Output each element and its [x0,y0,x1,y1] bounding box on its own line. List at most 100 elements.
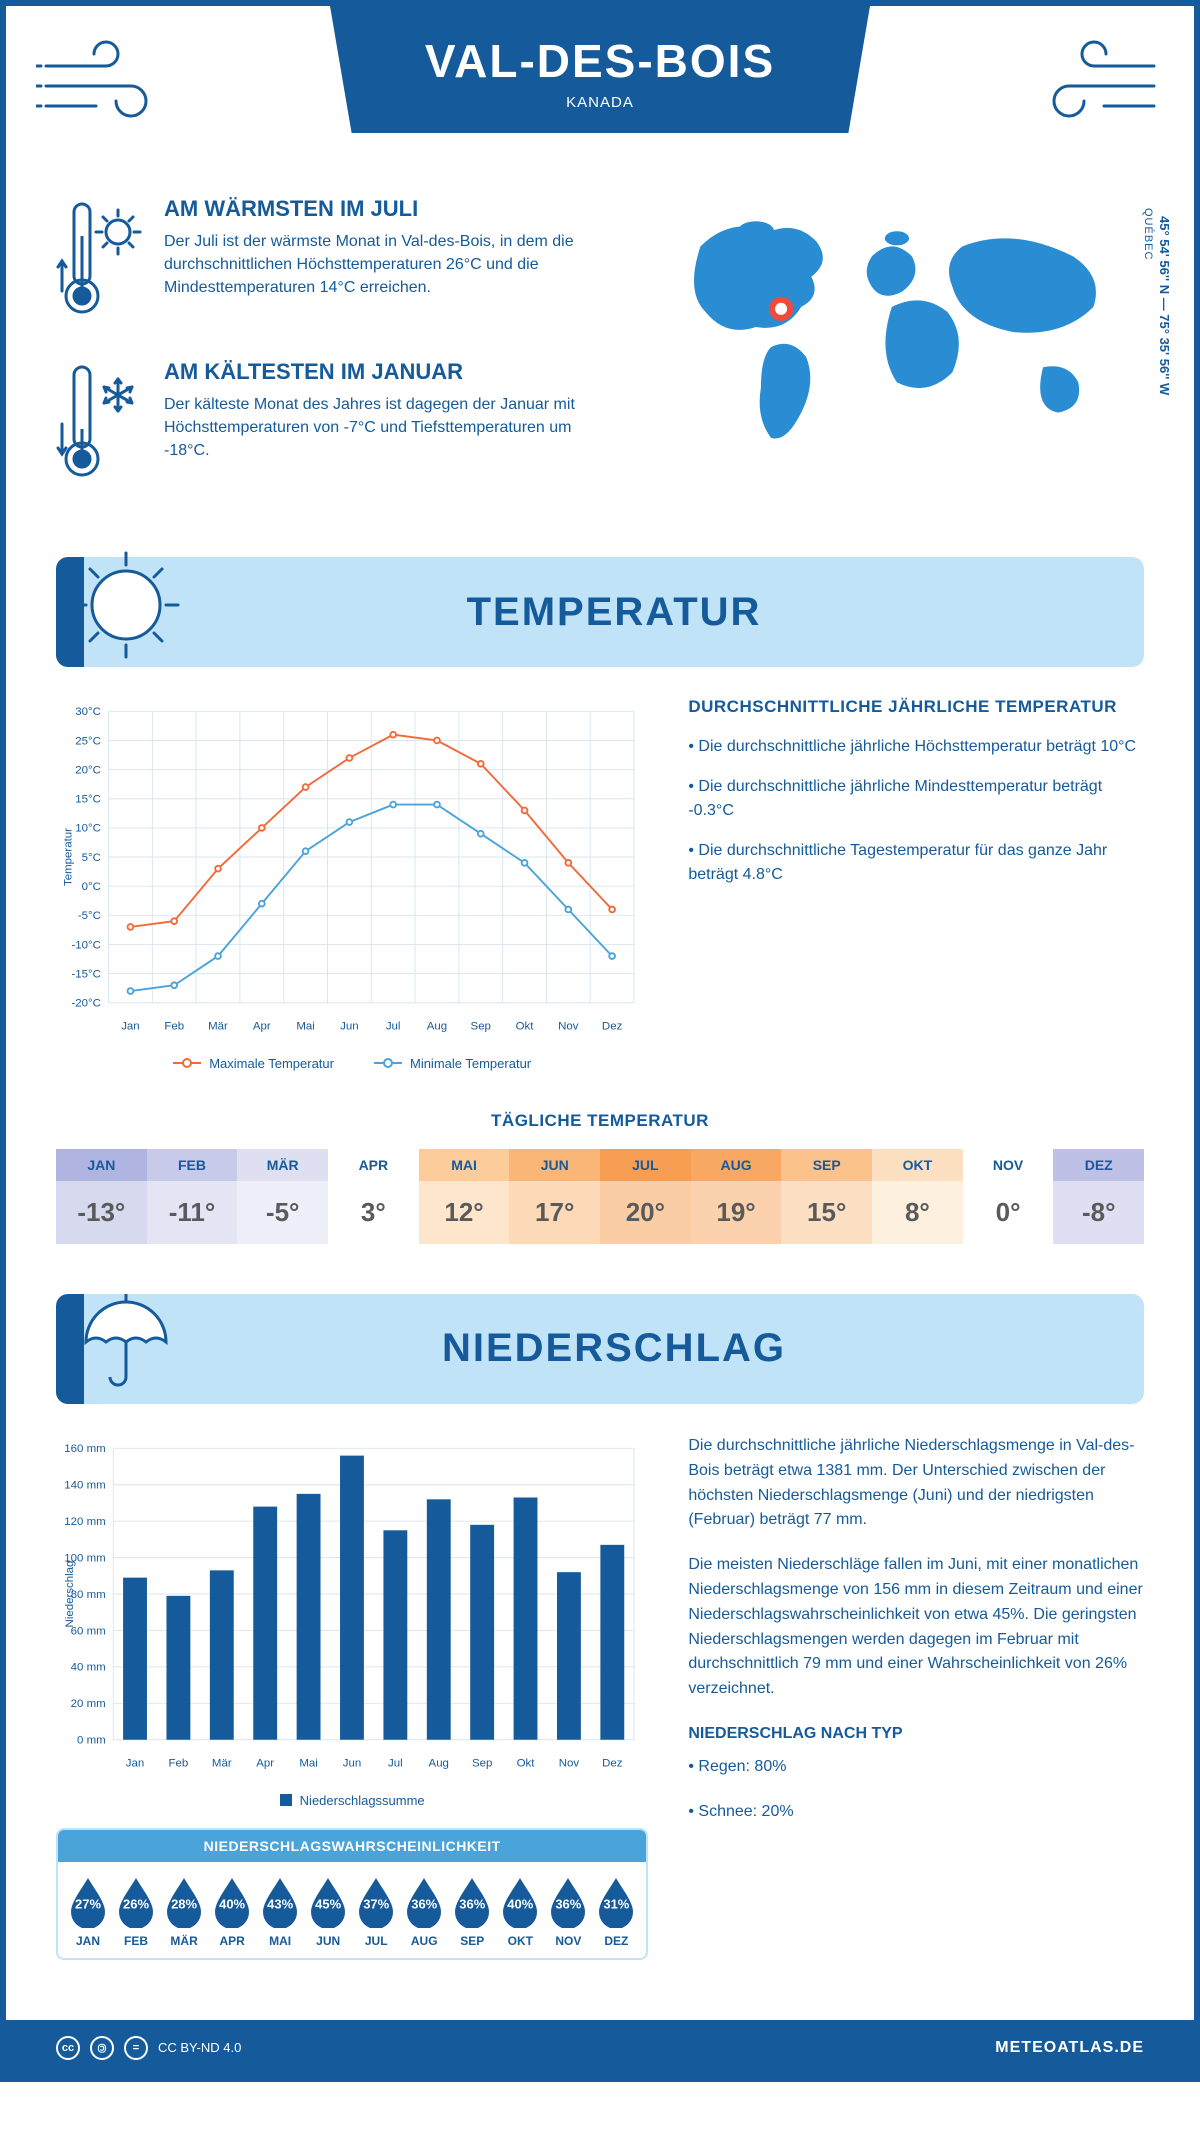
nd-icon: = [124,2036,148,2060]
drop-icon: 37% [355,1876,397,1928]
svg-text:Feb: Feb [169,1757,189,1769]
month-cell: JUN17° [509,1149,600,1244]
month-cell: MAI12° [419,1149,510,1244]
drop-icon: 40% [211,1876,253,1928]
header: VAL-DES-BOIS KANADA [6,6,1194,196]
legend-max: .legend-item:nth-child(1) .legend-line::… [173,1056,334,1071]
precipitation-banner: NIEDERSCHLAG [56,1294,1144,1404]
coordinates: 45° 54' 56'' N — 75° 35' 56'' W [1157,216,1172,395]
temp-bullet-2: • Die durchschnittliche Tagestemperatur … [688,839,1144,887]
svg-text:Mai: Mai [299,1757,317,1769]
drop-icon: 27% [67,1876,109,1928]
precip-rain: • Regen: 80% [688,1755,1144,1780]
drop-icon: 40% [499,1876,541,1928]
probability-cell: 36% AUG [400,1876,448,1948]
svg-text:40 mm: 40 mm [71,1662,106,1674]
world-map: QUÉBEC 45° 54' 56'' N — 75° 35' 56'' W [640,196,1144,522]
month-cell: NOV0° [963,1149,1054,1244]
temperature-banner: TEMPERATUR [56,557,1144,667]
site-name: METEOATLAS.DE [995,2039,1144,2057]
svg-text:20°C: 20°C [75,764,101,776]
cc-icon: cc [56,2036,80,2060]
svg-text:Apr: Apr [256,1757,274,1769]
probability-title: NIEDERSCHLAGSWAHRSCHEINLICHKEIT [58,1830,646,1862]
svg-text:Dez: Dez [602,1020,623,1032]
drop-icon: 36% [403,1876,445,1928]
svg-text:Nov: Nov [558,1020,579,1032]
sun-icon [66,545,186,665]
svg-text:Jul: Jul [388,1757,403,1769]
drop-icon: 26% [115,1876,157,1928]
temp-info-title: DURCHSCHNITTLICHE JÄHRLICHE TEMPERATUR [688,697,1144,717]
warmest-text: Der Juli ist der wärmste Monat in Val-de… [164,230,610,300]
svg-text:10°C: 10°C [75,823,101,835]
probability-cell: 40% APR [208,1876,256,1948]
footer: cc 🄯 = CC BY-ND 4.0 METEOATLAS.DE [6,2020,1194,2076]
drop-icon: 36% [547,1876,589,1928]
warmest-block: AM WÄRMSTEN IM JULI Der Juli ist der wär… [56,196,610,331]
svg-text:Jul: Jul [386,1020,401,1032]
svg-text:-10°C: -10°C [72,939,101,951]
svg-text:Sep: Sep [471,1020,491,1032]
month-cell: JUL20° [600,1149,691,1244]
svg-text:140 mm: 140 mm [64,1480,105,1492]
month-cell: AUG19° [691,1149,782,1244]
svg-text:Okt: Okt [517,1757,536,1769]
license-text: CC BY-ND 4.0 [158,2040,241,2055]
month-cell: SEP15° [781,1149,872,1244]
precip-p2: Die meisten Niederschläge fallen im Juni… [688,1553,1144,1702]
svg-text:Mai: Mai [296,1020,314,1032]
wind-icon-right [1024,36,1164,136]
temp-bullet-0: • Die durchschnittliche jährliche Höchst… [688,735,1144,759]
location-country: KANADA [330,94,870,111]
umbrella-icon [66,1282,186,1402]
wind-icon-left [36,36,176,136]
probability-cell: 26% FEB [112,1876,160,1948]
warmest-title: AM WÄRMSTEN IM JULI [164,196,610,222]
svg-text:Niederschlag: Niederschlag [64,1561,76,1628]
thermometer-sun-icon [56,196,146,331]
svg-text:30°C: 30°C [75,706,101,718]
month-cell: DEZ-8° [1053,1149,1144,1244]
svg-text:0 mm: 0 mm [77,1734,106,1746]
month-cell: OKT8° [872,1149,963,1244]
svg-text:20 mm: 20 mm [71,1698,106,1710]
svg-text:Jan: Jan [121,1020,139,1032]
intro-section: AM WÄRMSTEN IM JULI Der Juli ist der wär… [56,196,1144,522]
svg-text:Sep: Sep [472,1757,492,1769]
month-cell: MÄR-5° [237,1149,328,1244]
drop-icon: 28% [163,1876,205,1928]
coldest-block: AM KÄLTESTEN IM JANUAR Der kälteste Mona… [56,359,610,494]
svg-text:Nov: Nov [559,1757,580,1769]
month-cell: APR3° [328,1149,419,1244]
svg-text:15°C: 15°C [75,794,101,806]
svg-text:Feb: Feb [164,1020,184,1032]
svg-text:0°C: 0°C [82,881,101,893]
probability-cell: 36% SEP [448,1876,496,1948]
probability-cell: 36% NOV [544,1876,592,1948]
svg-text:Jan: Jan [126,1757,144,1769]
svg-text:-15°C: -15°C [72,968,101,980]
month-cell: FEB-11° [147,1149,238,1244]
probability-cell: 40% OKT [496,1876,544,1948]
svg-text:Okt: Okt [516,1020,535,1032]
svg-text:-20°C: -20°C [72,998,101,1010]
svg-text:120 mm: 120 mm [64,1516,105,1528]
by-icon: 🄯 [90,2036,114,2060]
svg-text:-5°C: -5°C [78,910,101,922]
drop-icon: 36% [451,1876,493,1928]
month-cell: JAN-13° [56,1149,147,1244]
probability-cell: 31% DEZ [592,1876,640,1948]
precip-p1: Die durchschnittliche jährliche Niedersc… [688,1434,1144,1533]
location-title: VAL-DES-BOIS [330,34,870,88]
probability-cell: 45% JUN [304,1876,352,1948]
drop-icon: 45% [307,1876,349,1928]
precipitation-chart: 0 mm20 mm40 mm60 mm80 mm100 mm120 mm140 … [56,1434,648,1808]
region-label: QUÉBEC [1142,208,1154,260]
probability-cell: 27% JAN [64,1876,112,1948]
drop-icon: 31% [595,1876,637,1928]
precip-snow: • Schnee: 20% [688,1800,1144,1825]
probability-cell: 37% JUL [352,1876,400,1948]
precip-type-title: NIEDERSCHLAG NACH TYP [688,1722,1144,1747]
svg-text:Jun: Jun [340,1020,358,1032]
